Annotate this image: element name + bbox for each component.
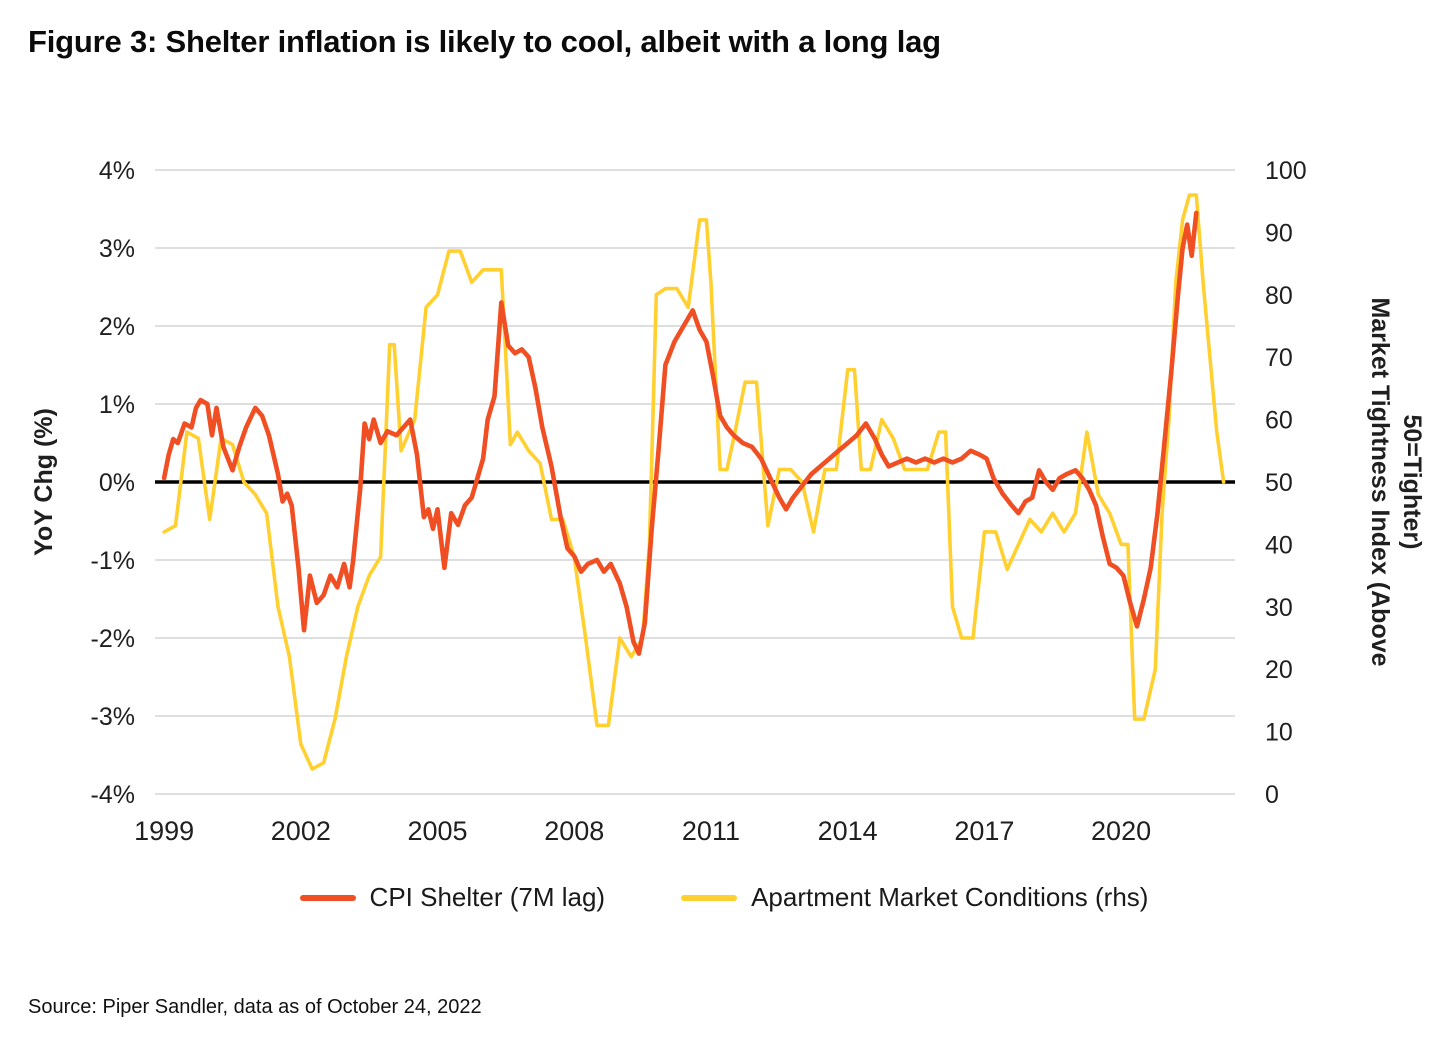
svg-text:80: 80: [1265, 282, 1293, 310]
svg-text:2017: 2017: [954, 816, 1014, 846]
svg-text:30: 30: [1265, 594, 1293, 622]
cpi-shelter-line-swatch: [299, 894, 356, 901]
svg-text:20: 20: [1265, 656, 1293, 684]
svg-text:2%: 2%: [99, 313, 135, 341]
svg-text:10: 10: [1265, 719, 1293, 747]
svg-text:2014: 2014: [818, 816, 878, 846]
figure-title: Figure 3: Shelter inflation is likely to…: [28, 24, 941, 59]
svg-text:50=Tighter): 50=Tighter): [1398, 415, 1426, 550]
svg-text:1999: 1999: [134, 816, 194, 846]
apartment-market-line-swatch: [681, 894, 738, 901]
svg-text:70: 70: [1265, 344, 1293, 372]
svg-text:-2%: -2%: [91, 625, 135, 653]
svg-text:4%: 4%: [99, 157, 135, 185]
svg-text:0: 0: [1265, 781, 1279, 809]
svg-text:50: 50: [1265, 469, 1293, 497]
svg-text:60: 60: [1265, 407, 1293, 435]
svg-text:3%: 3%: [99, 235, 135, 263]
source-note: Source: Piper Sandler, data as of Octobe…: [28, 996, 482, 1018]
svg-text:2008: 2008: [544, 816, 604, 846]
chart-svg: 4%3%2%1%0%-1%-2%-3%-4%100908070605040302…: [30, 157, 1426, 846]
svg-text:YoY Chg (%): YoY Chg (%): [30, 408, 58, 556]
svg-text:40: 40: [1265, 531, 1293, 559]
svg-text:90: 90: [1265, 219, 1293, 247]
svg-text:2020: 2020: [1091, 816, 1151, 846]
svg-text:0%: 0%: [99, 469, 135, 497]
svg-text:-4%: -4%: [91, 781, 135, 809]
svg-text:-3%: -3%: [91, 703, 135, 731]
chart-area: 4% 3% 2% 1% 0% -1% -2% -3% -4% 100 90 80 70 60 50 40 30 2…: [0, 110, 1448, 860]
svg-text:-1%: -1%: [91, 547, 135, 575]
svg-text:Market Tightness Index (Above: Market Tightness Index (Above: [1366, 297, 1394, 666]
chart-legend: CPI Shelter (7M lag) Apartment Market Co…: [0, 882, 1448, 913]
legend-label-apartment-market: Apartment Market Conditions (rhs): [751, 882, 1149, 912]
svg-text:2005: 2005: [407, 816, 467, 846]
svg-text:100: 100: [1265, 157, 1307, 185]
legend-item-cpi-shelter: CPI Shelter (7M lag): [299, 882, 606, 913]
svg-text:1%: 1%: [99, 391, 135, 419]
svg-text:2011: 2011: [682, 816, 740, 846]
legend-item-apartment-market: Apartment Market Conditions (rhs): [681, 882, 1148, 913]
svg-text:2002: 2002: [271, 816, 331, 846]
legend-label-cpi-shelter: CPI Shelter (7M lag): [369, 882, 606, 912]
